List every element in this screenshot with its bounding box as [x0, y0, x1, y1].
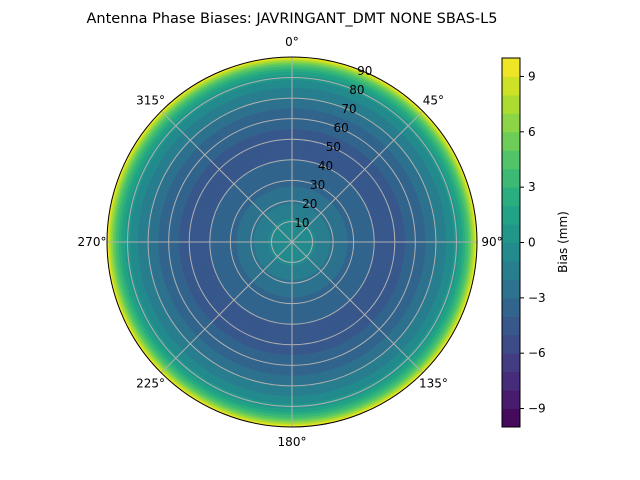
angular-tick-labels: 0° 45° 90° 135° 180° 225° 270° 315°: [78, 35, 503, 449]
radial-tick-label: 20: [302, 197, 317, 211]
angular-tick-label: 90°: [481, 235, 502, 249]
radial-tick-label: 70: [341, 102, 356, 116]
radial-tick-label: 80: [349, 83, 364, 97]
colorbar-tick-label: −6: [528, 346, 546, 360]
colorbar-tick-label: 9: [528, 69, 536, 83]
colorbar-level: [502, 279, 520, 299]
colorbar-level: [502, 113, 520, 133]
radial-tick-label: 10: [294, 216, 309, 230]
angular-tick-label: 45°: [423, 94, 444, 108]
colorbar-tick-label: 0: [528, 236, 536, 250]
colorbar-level: [502, 334, 520, 354]
radial-tick-label: 30: [310, 178, 325, 192]
colorbar-level: [502, 187, 520, 207]
angular-tick-label: 270°: [78, 235, 107, 249]
colorbar-tick-label: −3: [528, 291, 546, 305]
colorbar-level: [502, 168, 520, 188]
colorbar-level: [502, 390, 520, 410]
angular-tick-label: 180°: [278, 435, 307, 449]
polar-frame: [106, 56, 478, 428]
colorbar-level: [502, 408, 520, 428]
chart-title: Antenna Phase Biases: JAVRINGANT_DMT NON…: [87, 11, 498, 27]
radial-tick-label: 40: [318, 159, 333, 173]
angular-tick-label: 0°: [285, 35, 299, 49]
radial-tick-label: 60: [334, 121, 349, 135]
angular-tick-label: 315°: [136, 94, 165, 108]
angular-gridline: [160, 110, 424, 374]
colorbar-tick-label: 6: [528, 125, 536, 139]
radial-tick-labels: 10 20 30 40 50 60 70 80 90: [294, 64, 372, 230]
colorbar-level: [502, 353, 520, 373]
colorbar-tick-label: −9: [528, 402, 546, 416]
colorbar-level: [502, 297, 520, 317]
colorbar-level: [502, 76, 520, 96]
colorbar-level: [502, 131, 520, 151]
colorbar-level: [502, 224, 520, 243]
colorbar: −9 −6 −3 0 3 6 9: [501, 57, 546, 428]
radial-tick-label: 50: [326, 140, 341, 154]
colorbar-level: [502, 94, 520, 114]
colorbar-level: [502, 260, 520, 280]
colorbar-label: Bias (mm): [556, 211, 570, 273]
colorbar-tick-label: 3: [528, 180, 536, 194]
colorbar-level: [502, 316, 520, 336]
colorbar-level: [502, 371, 520, 391]
polar-grid: [106, 56, 478, 428]
angular-tick-label: 225°: [136, 376, 165, 390]
colorbar-level: [502, 242, 520, 262]
colorbar-level: [502, 205, 520, 225]
colorbar-level: [502, 150, 520, 170]
colorbar-level: [502, 58, 520, 77]
radial-tick-label: 90: [357, 64, 372, 78]
angular-tick-label: 135°: [419, 376, 448, 390]
